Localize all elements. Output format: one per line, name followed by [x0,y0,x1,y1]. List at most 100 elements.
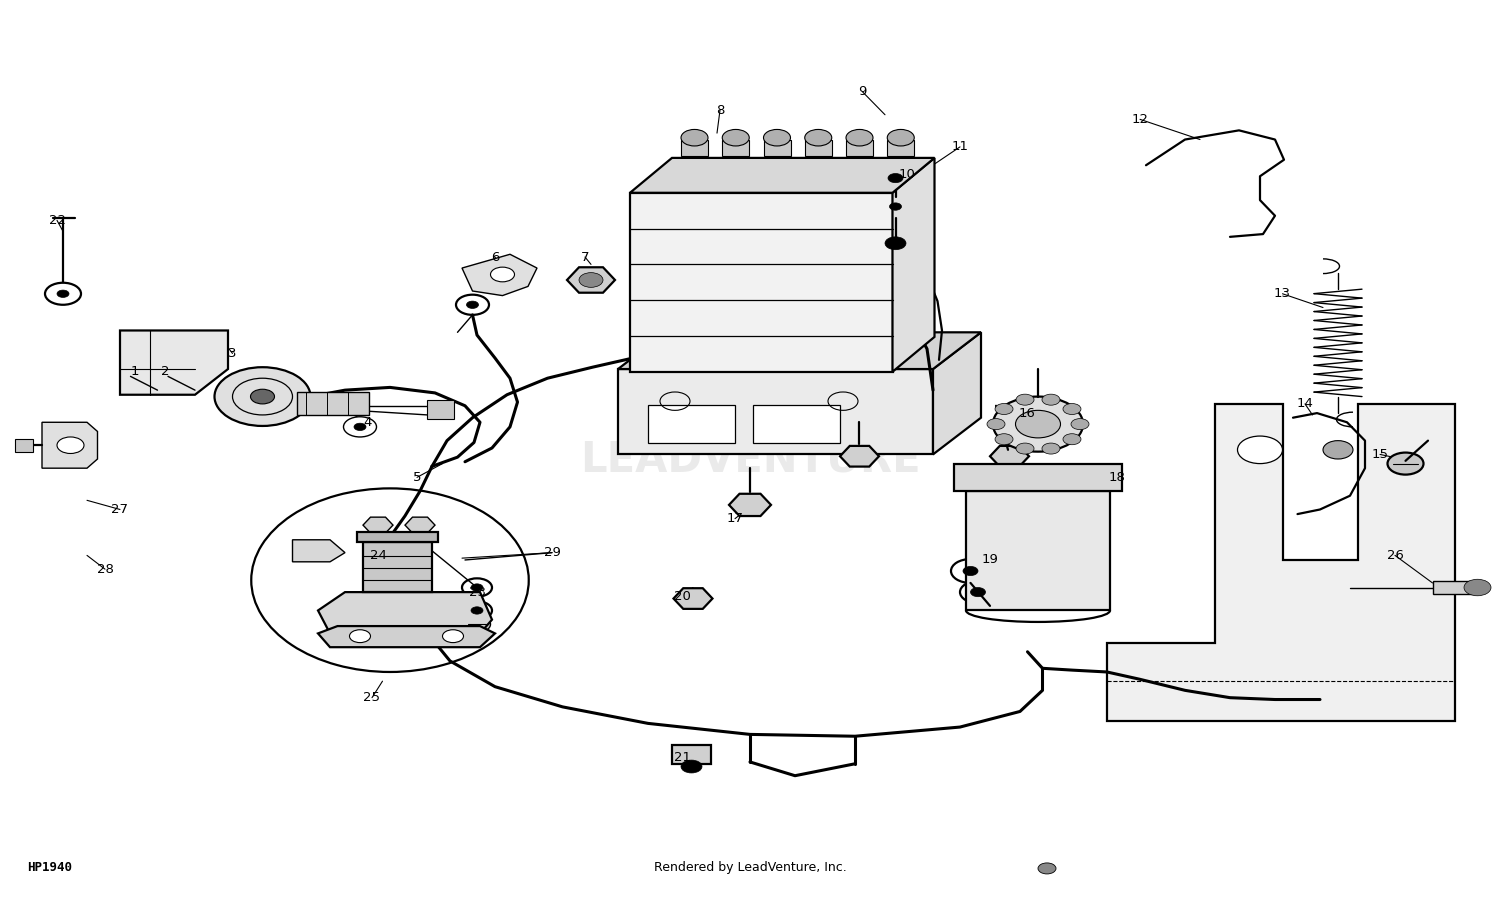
Bar [764,140,790,156]
Circle shape [456,295,489,315]
Polygon shape [318,592,492,633]
Circle shape [462,601,492,620]
Text: 28: 28 [96,563,114,576]
Bar [427,400,454,419]
Polygon shape [1107,404,1455,721]
Circle shape [214,367,310,426]
Polygon shape [840,446,879,466]
Polygon shape [318,626,495,647]
Circle shape [354,423,366,431]
Bar [648,405,735,443]
Text: 29: 29 [543,546,561,559]
Circle shape [804,129,831,146]
Text: 10: 10 [898,168,916,181]
Circle shape [1464,579,1491,596]
Text: 2: 2 [160,365,170,378]
Text: 20: 20 [674,590,692,603]
Circle shape [846,129,873,146]
Circle shape [951,559,990,583]
Polygon shape [990,446,1029,466]
Circle shape [1038,863,1056,874]
Circle shape [471,607,483,614]
Bar [672,745,711,764]
Text: 9: 9 [858,85,867,98]
Circle shape [764,129,790,146]
Text: 25: 25 [363,691,381,704]
Text: 27: 27 [111,503,129,516]
Bar [888,140,914,156]
Circle shape [970,588,986,597]
Circle shape [994,404,1012,415]
Circle shape [963,566,978,576]
Circle shape [1042,443,1060,454]
Circle shape [490,267,514,282]
Text: 26: 26 [1386,549,1404,562]
Bar [966,491,1110,610]
Circle shape [1064,433,1082,444]
Text: 21: 21 [674,751,692,764]
Circle shape [462,578,492,597]
Text: LEADVENTURE: LEADVENTURE [579,438,921,480]
Polygon shape [567,267,615,293]
Circle shape [442,630,464,643]
Circle shape [1016,394,1034,405]
Text: 6: 6 [490,251,500,263]
Circle shape [987,419,1005,430]
Circle shape [994,433,1012,444]
Polygon shape [405,517,435,533]
Text: Rendered by LeadVenture, Inc.: Rendered by LeadVenture, Inc. [654,861,846,874]
Bar [723,140,750,156]
Circle shape [1016,410,1060,438]
Text: 7: 7 [580,251,590,263]
Circle shape [888,129,914,146]
Polygon shape [674,588,712,609]
Circle shape [1064,404,1082,415]
Polygon shape [1065,477,1101,496]
Bar [804,140,831,156]
Circle shape [885,237,906,250]
Circle shape [344,417,376,437]
Polygon shape [729,494,771,516]
Polygon shape [363,517,393,533]
Text: 12: 12 [1131,113,1149,126]
Polygon shape [363,542,432,592]
Text: HP1940: HP1940 [27,861,72,874]
Text: 1: 1 [130,365,140,378]
Circle shape [471,584,483,591]
Polygon shape [892,158,934,372]
Circle shape [1016,443,1034,454]
Text: 3: 3 [228,347,237,360]
Bar [681,140,708,156]
Text: 23: 23 [468,586,486,599]
Circle shape [880,197,910,216]
Circle shape [350,630,370,643]
Polygon shape [618,332,981,369]
Polygon shape [618,369,933,454]
Circle shape [466,301,478,308]
Bar [954,464,1122,491]
Circle shape [1323,441,1353,459]
Circle shape [681,760,702,773]
Bar [1432,581,1478,594]
Circle shape [57,290,69,297]
Circle shape [890,203,902,210]
Circle shape [579,273,603,287]
Circle shape [1388,453,1423,475]
Circle shape [888,174,903,183]
Bar [846,140,873,156]
Polygon shape [630,193,892,372]
Polygon shape [42,422,98,468]
Text: 8: 8 [716,104,724,117]
Circle shape [1071,419,1089,430]
Text: 5: 5 [413,471,422,484]
Circle shape [251,389,274,404]
Text: 4: 4 [363,416,372,429]
Text: 14: 14 [1296,397,1314,410]
Bar [15,439,33,452]
Circle shape [45,283,81,305]
Circle shape [464,616,490,633]
Circle shape [960,581,996,603]
Circle shape [993,397,1083,452]
Bar [753,405,840,443]
Text: 11: 11 [951,140,969,153]
